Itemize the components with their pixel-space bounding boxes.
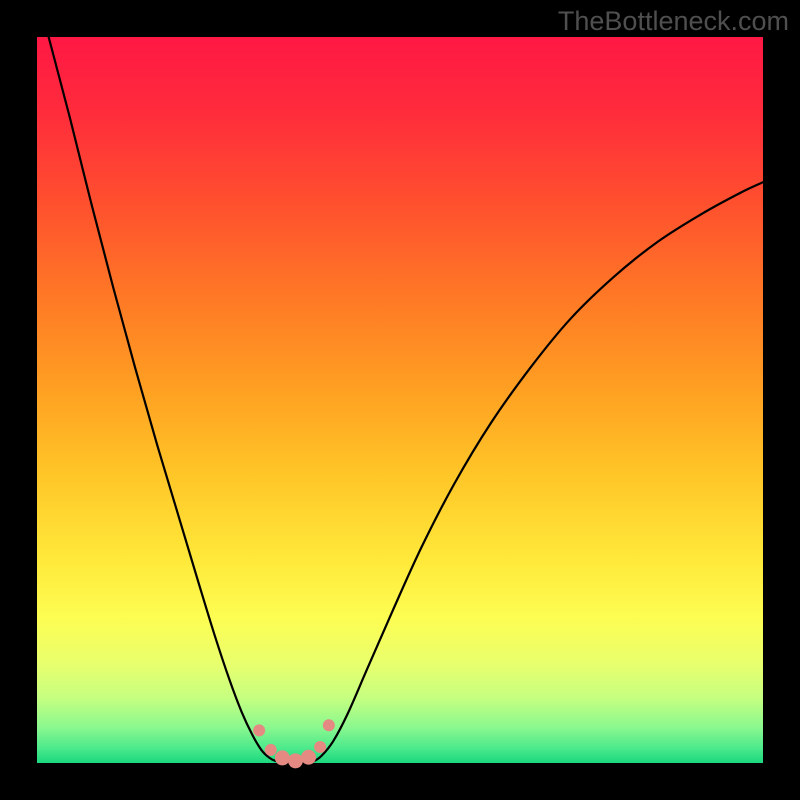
gradient-background [37,37,763,763]
marker-dot [275,751,289,765]
plot-area [37,37,763,763]
marker-dot [288,754,302,768]
chart-frame: TheBottleneck.com [0,0,800,800]
marker-dot [302,750,316,764]
marker-dot [254,725,265,736]
marker-dot [315,742,326,753]
chart-svg [37,37,763,763]
marker-dot [265,744,276,755]
marker-dot [323,720,334,731]
watermark-text: TheBottleneck.com [558,6,789,37]
